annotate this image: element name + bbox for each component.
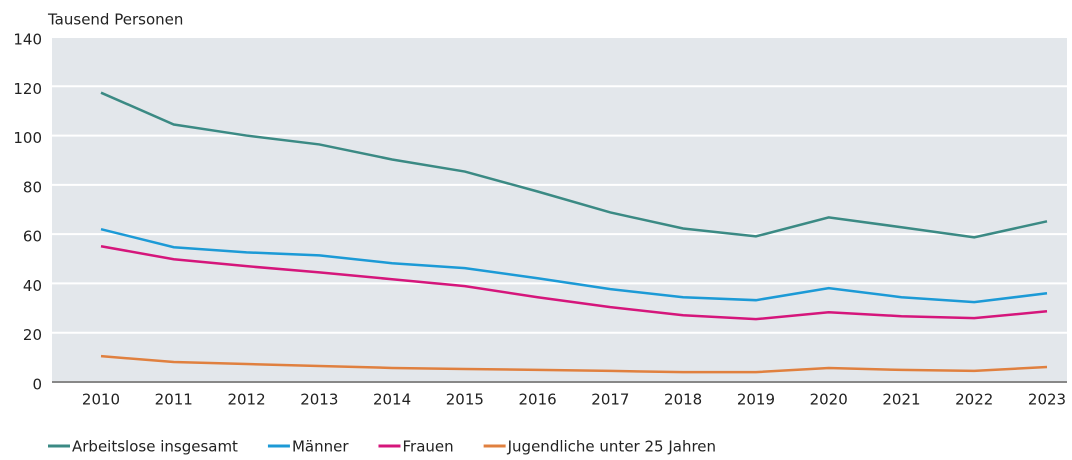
x-tick-label: 2012: [227, 391, 265, 409]
series-line: [100, 91, 1048, 239]
series-line: [100, 228, 1048, 304]
x-tick-label: 2015: [446, 391, 484, 409]
x-tick-label: 2014: [373, 391, 411, 409]
x-tick-label: 2010: [82, 391, 120, 409]
legend-label: Jugendliche unter 25 Jahren: [507, 438, 716, 456]
x-tick-label: 2017: [591, 391, 629, 409]
x-tick-label: 2023: [1028, 391, 1066, 409]
y-tick-label: 40: [23, 277, 42, 295]
x-tick-label: 2016: [519, 391, 557, 409]
plot-background: [52, 37, 1067, 383]
legend-label: Frauen: [402, 438, 453, 456]
y-tick-label: 0: [32, 376, 42, 394]
y-tick-label: 120: [13, 80, 42, 98]
x-tick-label: 2013: [300, 391, 338, 409]
y-tick-label: 140: [13, 31, 42, 49]
x-tick-label: 2018: [664, 391, 702, 409]
x-tick-label: 2020: [810, 391, 848, 409]
y-tick-label: 100: [13, 129, 42, 147]
axis-title: Tausend Personen: [47, 11, 183, 29]
y-tick-label: 80: [23, 178, 42, 196]
x-tick-label: 2021: [882, 391, 920, 409]
legend-label: Arbeitslose insgesamt: [72, 438, 238, 456]
x-tick-label: 2022: [955, 391, 993, 409]
series-line: [100, 354, 1048, 374]
x-tick-label: 2011: [155, 391, 193, 409]
legend-label: Männer: [292, 438, 349, 456]
series-line: [100, 244, 1048, 321]
y-tick-label: 60: [23, 228, 42, 246]
y-tick-label: 20: [23, 326, 42, 344]
x-tick-label: 2019: [737, 391, 775, 409]
